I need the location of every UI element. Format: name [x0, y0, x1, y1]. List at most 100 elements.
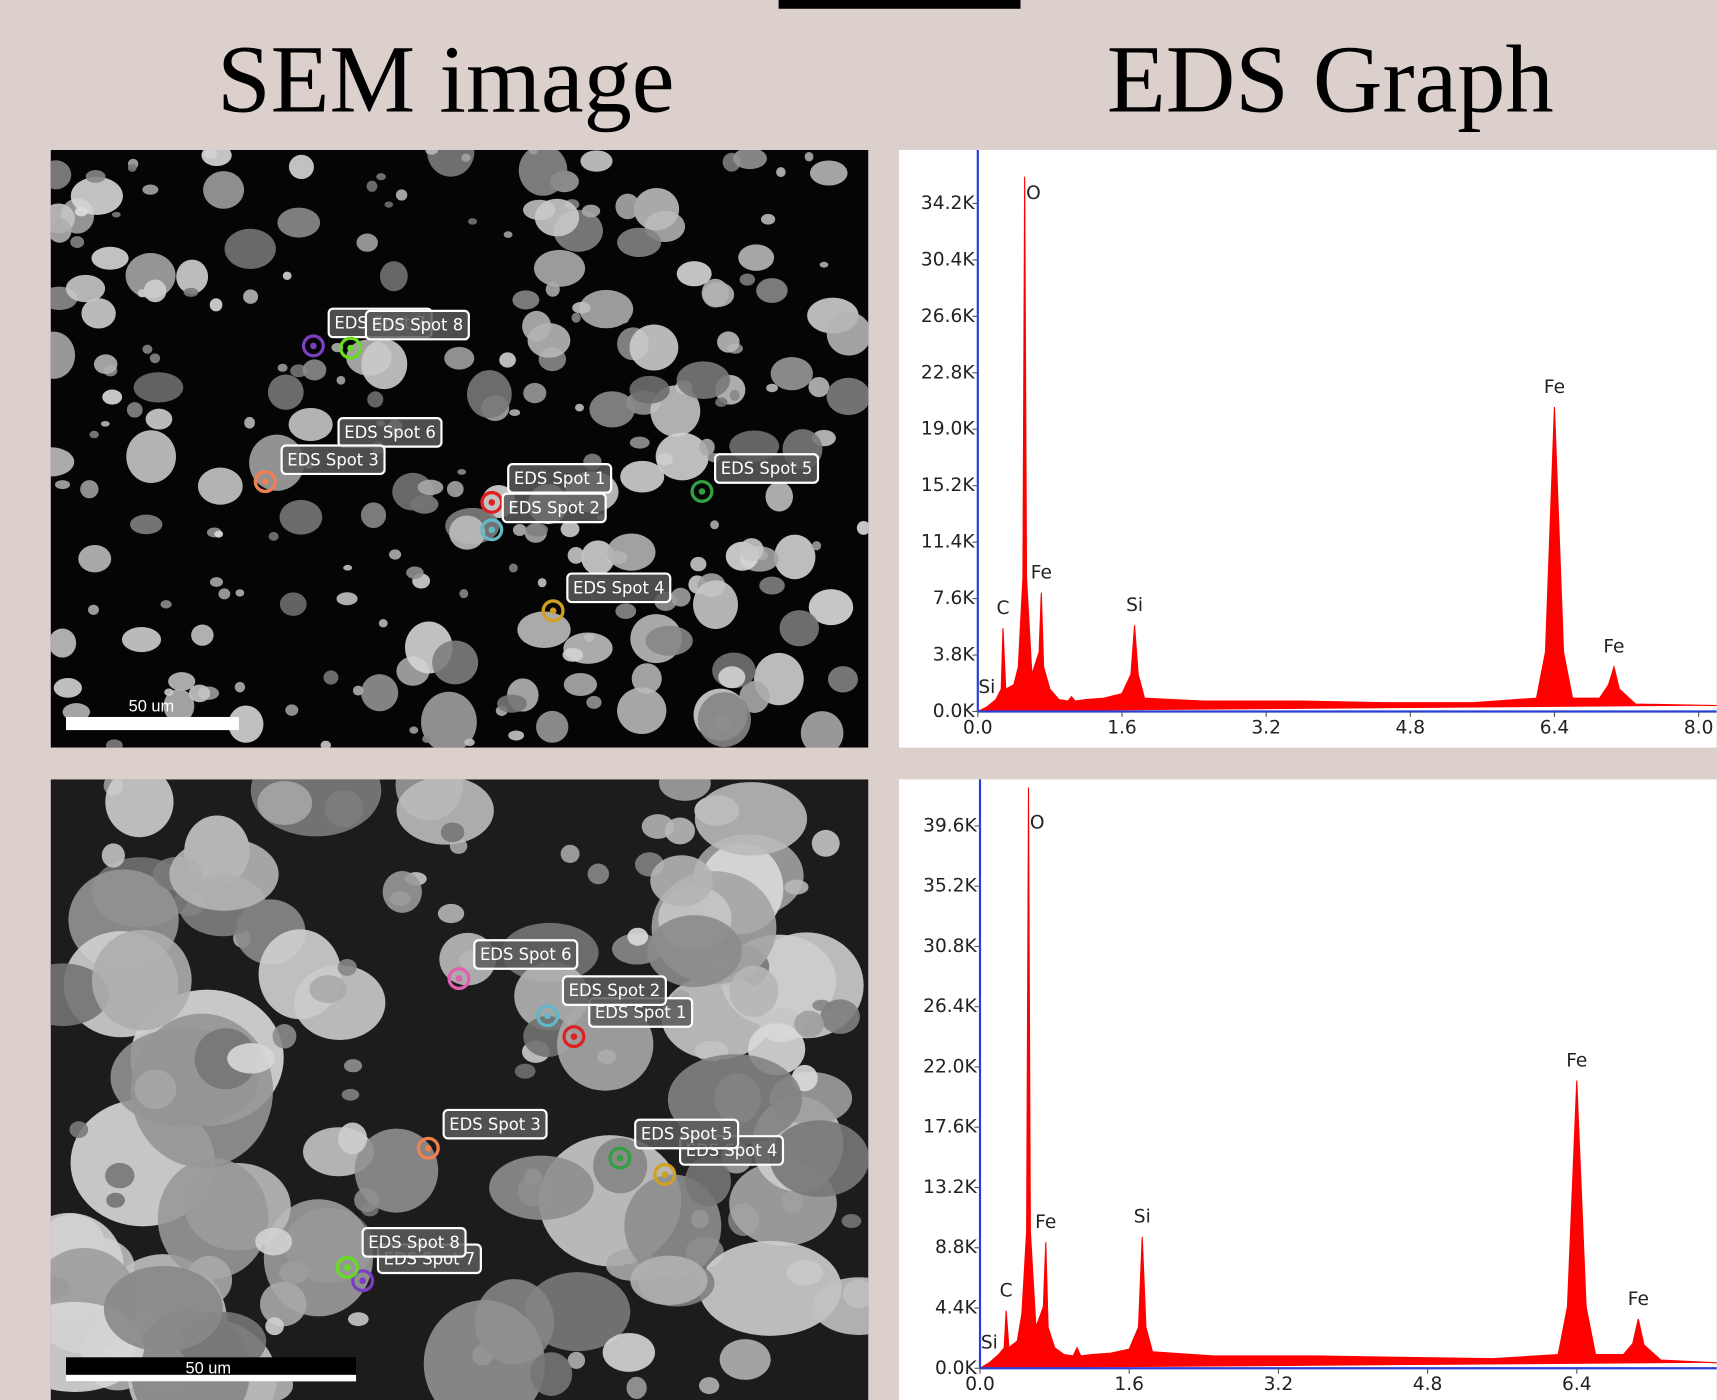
particle: [280, 592, 307, 616]
particle: [289, 408, 333, 441]
particle: [449, 516, 485, 550]
particle: [376, 173, 386, 180]
x-tick-label: 6.4: [1540, 717, 1570, 738]
particle: [536, 711, 568, 743]
x-tick-label: 1.6: [1114, 1374, 1144, 1395]
peak-label: O: [1030, 813, 1045, 834]
peak-label: C: [1000, 1281, 1013, 1302]
particle: [235, 682, 245, 693]
particle: [523, 383, 546, 403]
particle: [740, 538, 764, 561]
page: {"headings":["SEM image","EDS Graph"], "…: [0, 0, 1717, 1400]
particle: [582, 205, 600, 218]
particle: [336, 592, 357, 605]
particle: [66, 275, 105, 302]
particle: [774, 535, 815, 580]
particle: [805, 152, 814, 161]
particle: [225, 229, 276, 269]
particle: [535, 199, 579, 237]
x-tick-label: 1.6: [1107, 717, 1137, 738]
spot-label: EDS Spot 1: [514, 469, 606, 488]
particle: [808, 377, 829, 397]
particle: [432, 641, 478, 685]
x-tick-label: 3.2: [1264, 1374, 1294, 1395]
y-tick-label: 22.0K: [923, 1056, 977, 1077]
particle: [130, 515, 162, 535]
particle: [184, 288, 199, 297]
particle: [169, 838, 278, 911]
particle: [88, 605, 99, 615]
particle: [715, 397, 727, 407]
y-tick-label: 13.2K: [923, 1177, 977, 1198]
particle: [342, 1089, 360, 1101]
spot-label: EDS Spot 1: [595, 1003, 687, 1022]
spot-label: EDS Spot 2: [569, 981, 661, 1000]
particle: [698, 692, 751, 747]
particle: [441, 822, 465, 842]
particle: [562, 648, 583, 662]
particle: [710, 520, 719, 529]
particle: [289, 155, 314, 179]
spot-label: EDS Spot 8: [372, 316, 464, 335]
particle: [353, 686, 364, 696]
particle: [142, 185, 158, 195]
peak-label: Si: [978, 677, 995, 698]
x-tick-label: 4.8: [1413, 1374, 1443, 1395]
y-tick-label: 30.8K: [923, 936, 977, 957]
particle: [630, 324, 679, 370]
particle: [733, 148, 767, 169]
particle: [406, 566, 423, 578]
particle: [283, 272, 292, 280]
particle: [457, 469, 466, 475]
scale-bar-label: 50 um: [185, 1360, 231, 1378]
particle: [277, 208, 320, 238]
particle: [94, 354, 118, 374]
top-bar: [779, 0, 1021, 9]
particle: [572, 313, 581, 323]
particle: [422, 735, 431, 743]
y-tick-label: 8.8K: [935, 1237, 978, 1258]
spot-label: EDS Spot 6: [480, 945, 572, 964]
spot-center: [344, 1264, 351, 1271]
particle: [730, 966, 779, 1017]
particle: [260, 1282, 306, 1326]
particle: [54, 678, 82, 698]
particle: [384, 201, 393, 207]
particle: [367, 391, 383, 407]
particle: [515, 1064, 536, 1079]
particle: [278, 364, 288, 372]
particle: [782, 1191, 804, 1212]
particle: [464, 739, 474, 747]
particle: [210, 298, 223, 311]
particle: [78, 545, 111, 572]
particle: [210, 577, 223, 587]
heading: EDS Graph: [1107, 26, 1554, 133]
particle: [717, 331, 740, 352]
particle: [497, 695, 527, 713]
x-tick-label: 3.2: [1251, 717, 1281, 738]
particle: [101, 421, 110, 427]
particle: [218, 588, 230, 599]
y-tick-label: 30.4K: [921, 249, 975, 270]
particle: [112, 212, 121, 218]
particle: [827, 378, 871, 415]
y-tick-label: 17.6K: [923, 1117, 977, 1138]
particle: [702, 279, 729, 308]
spot-center: [544, 1013, 551, 1020]
particle: [467, 370, 512, 418]
peak-label: Fe: [1603, 637, 1624, 658]
particle: [589, 391, 635, 427]
particle: [265, 1317, 284, 1335]
spot-label: EDS Spot 4: [573, 578, 665, 597]
particle: [55, 480, 70, 489]
y-tick-label: 39.6K: [923, 815, 977, 836]
particle: [134, 372, 184, 402]
particle: [561, 521, 580, 537]
particle: [409, 727, 418, 734]
particle: [438, 904, 464, 923]
particle: [128, 164, 137, 172]
particle: [105, 1163, 134, 1188]
spot-center: [489, 527, 496, 534]
particle: [738, 244, 774, 271]
particle: [361, 339, 407, 389]
